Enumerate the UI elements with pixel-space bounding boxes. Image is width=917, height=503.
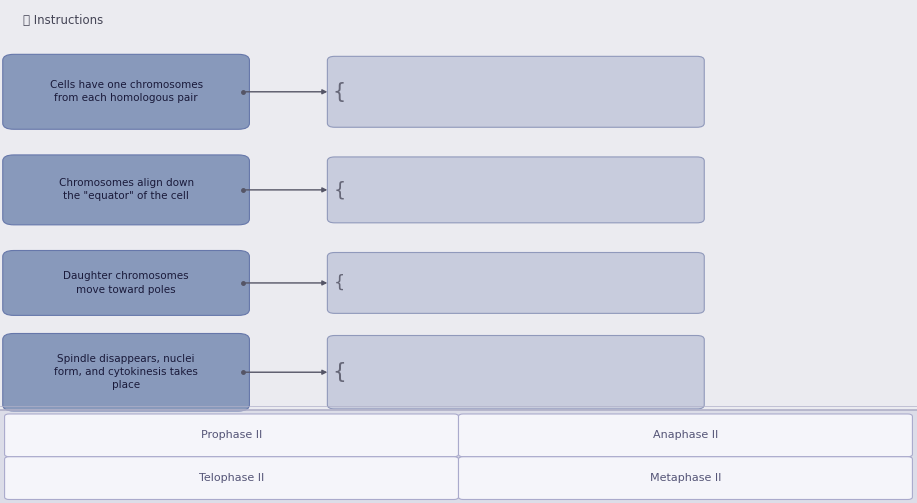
FancyBboxPatch shape — [327, 157, 704, 223]
Text: Chromosomes align down
the "equator" of the cell: Chromosomes align down the "equator" of … — [59, 178, 193, 202]
Text: Prophase II: Prophase II — [201, 431, 262, 440]
FancyBboxPatch shape — [5, 414, 458, 457]
Text: Metaphase II: Metaphase II — [650, 473, 721, 483]
FancyBboxPatch shape — [5, 457, 458, 499]
FancyBboxPatch shape — [3, 54, 249, 129]
Text: {: { — [333, 362, 346, 382]
Text: Daughter chromosomes
move toward poles: Daughter chromosomes move toward poles — [63, 271, 189, 295]
FancyBboxPatch shape — [458, 414, 912, 457]
FancyBboxPatch shape — [3, 155, 249, 225]
Text: Anaphase II: Anaphase II — [653, 431, 718, 440]
Text: {: { — [333, 82, 346, 102]
FancyBboxPatch shape — [0, 410, 917, 503]
Text: Telophase II: Telophase II — [199, 473, 264, 483]
FancyBboxPatch shape — [3, 250, 249, 315]
FancyBboxPatch shape — [458, 457, 912, 499]
Text: {: { — [334, 274, 345, 292]
FancyBboxPatch shape — [327, 56, 704, 127]
FancyBboxPatch shape — [327, 336, 704, 409]
FancyBboxPatch shape — [3, 333, 249, 411]
FancyBboxPatch shape — [327, 253, 704, 313]
Text: ⓘ Instructions: ⓘ Instructions — [23, 14, 104, 27]
Text: {: { — [333, 181, 346, 199]
Text: Cells have one chromosomes
from each homologous pair: Cells have one chromosomes from each hom… — [50, 80, 203, 104]
Text: Spindle disappears, nuclei
form, and cytokinesis takes
place: Spindle disappears, nuclei form, and cyt… — [54, 354, 198, 390]
